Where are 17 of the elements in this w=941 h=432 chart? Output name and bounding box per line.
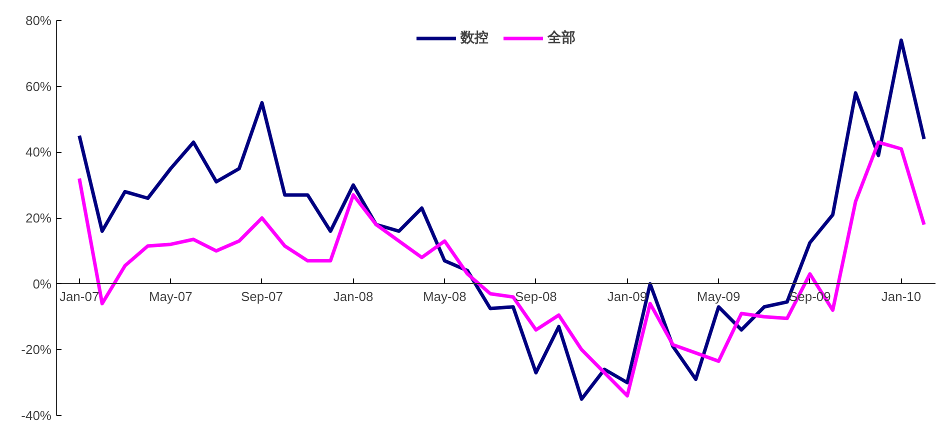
y-tick-label: 20% (25, 210, 52, 226)
x-tick-label: Sep-07 (241, 288, 283, 304)
y-tick-label: 0% (32, 276, 52, 292)
x-tick-label: May-08 (422, 288, 466, 304)
y-tick-label: 40% (25, 144, 52, 160)
y-tick-label: 80% (25, 13, 52, 28)
x-tick-label: Jan-08 (333, 288, 374, 304)
x-tick-label: Sep-08 (514, 288, 557, 304)
x-tick-label: May-07 (148, 288, 192, 304)
x-tick-label: Jan-07 (59, 288, 100, 304)
x-tick-label: Jan-10 (881, 288, 922, 304)
y-tick-label: -20% (21, 342, 52, 358)
y-tick-label: 60% (25, 78, 52, 94)
x-tick-label: May-09 (696, 288, 740, 304)
y-tick-label: -40% (21, 408, 52, 423)
legend-label: 全部 (548, 29, 576, 47)
legend-label: 数控 (460, 29, 488, 47)
